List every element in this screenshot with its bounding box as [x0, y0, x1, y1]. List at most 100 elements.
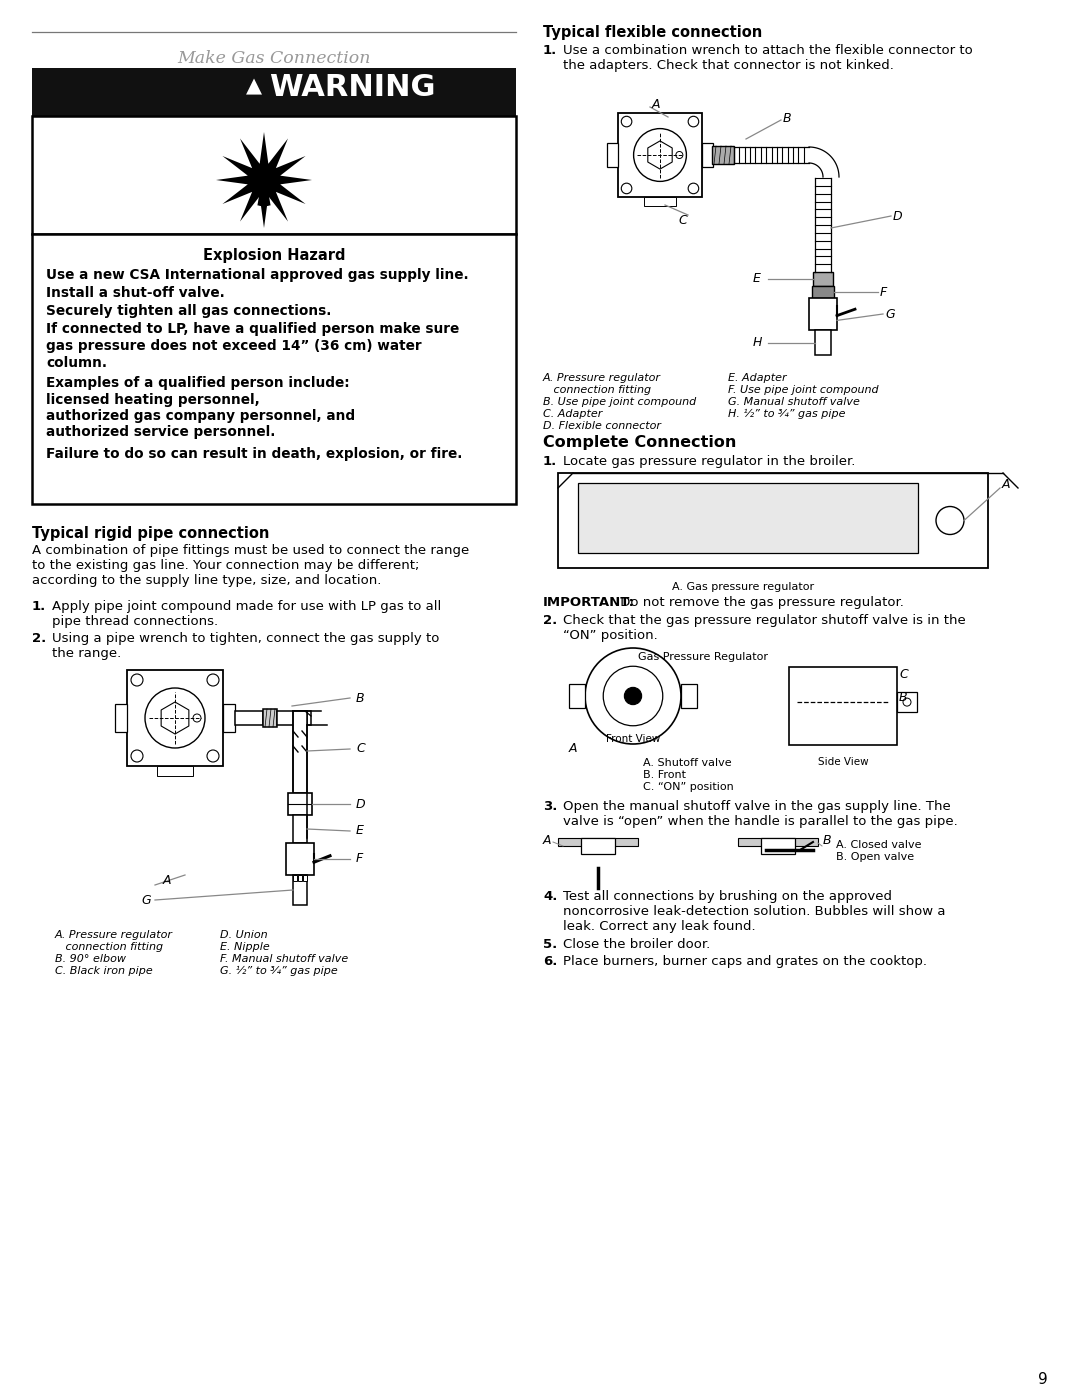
Bar — [32, 235, 516, 504]
Text: E: E — [356, 824, 364, 837]
Circle shape — [621, 183, 632, 194]
Bar — [32, 68, 516, 116]
Bar — [264, 710, 276, 726]
Text: B. 90° elbow: B. 90° elbow — [55, 954, 126, 964]
Circle shape — [193, 714, 201, 722]
Bar — [286, 842, 314, 875]
Text: 3.: 3. — [543, 800, 557, 813]
Text: Install a shut-off valve.: Install a shut-off valve. — [46, 286, 225, 300]
Bar — [157, 766, 193, 775]
Text: Typical flexible connection: Typical flexible connection — [543, 25, 762, 41]
Text: Locate gas pressure regulator in the broiler.: Locate gas pressure regulator in the bro… — [563, 455, 855, 468]
Text: H. ½” to ¾” gas pipe: H. ½” to ¾” gas pipe — [728, 409, 846, 419]
Bar — [293, 711, 307, 725]
Circle shape — [131, 750, 143, 761]
Text: F. Manual shutoff valve: F. Manual shutoff valve — [220, 954, 348, 964]
Text: F. Use pipe joint compound: F. Use pipe joint compound — [728, 386, 879, 395]
Circle shape — [903, 698, 912, 705]
Circle shape — [621, 116, 632, 127]
Text: C: C — [678, 214, 687, 226]
Text: F: F — [880, 285, 888, 299]
Text: A. Pressure regulator: A. Pressure regulator — [543, 373, 661, 383]
Text: C. Black iron pipe: C. Black iron pipe — [55, 965, 152, 977]
Bar — [712, 147, 734, 163]
Circle shape — [604, 666, 663, 726]
Text: Place burners, burner caps and grates on the cooktop.: Place burners, burner caps and grates on… — [563, 956, 927, 968]
Polygon shape — [216, 131, 312, 228]
Bar — [761, 838, 795, 854]
Text: A: A — [1002, 479, 1011, 492]
Text: 4.: 4. — [543, 890, 557, 902]
Bar — [293, 814, 307, 842]
Bar — [293, 875, 297, 882]
Circle shape — [624, 687, 642, 704]
Text: A combination of pipe fittings must be used to connect the range
to the existing: A combination of pipe fittings must be u… — [32, 543, 469, 587]
Bar — [738, 838, 818, 847]
Bar — [618, 113, 702, 197]
Bar — [307, 711, 311, 725]
Text: Side View: Side View — [818, 757, 868, 767]
Bar — [812, 286, 834, 298]
Text: gas pressure does not exceed 14” (36 cm) water: gas pressure does not exceed 14” (36 cm)… — [46, 339, 421, 353]
Text: B: B — [356, 692, 365, 704]
Text: Explosion Hazard: Explosion Hazard — [203, 249, 346, 263]
Text: A. Closed valve: A. Closed valve — [836, 840, 921, 849]
Text: C: C — [356, 742, 365, 756]
Text: Typical rigid pipe connection: Typical rigid pipe connection — [32, 527, 269, 541]
Text: WARNING: WARNING — [269, 73, 435, 102]
Circle shape — [936, 507, 964, 535]
Bar — [276, 711, 307, 725]
Text: Complete Connection: Complete Connection — [543, 434, 737, 450]
Text: E. Adapter: E. Adapter — [728, 373, 786, 383]
Circle shape — [585, 648, 681, 745]
Text: Failure to do so can result in death, explosion, or fire.: Failure to do so can result in death, ex… — [46, 447, 462, 461]
Text: G: G — [885, 307, 894, 320]
Circle shape — [676, 151, 683, 158]
Text: B. Open valve: B. Open valve — [836, 852, 914, 862]
Text: 1.: 1. — [543, 455, 557, 468]
Circle shape — [688, 116, 699, 127]
Bar — [815, 330, 831, 355]
Text: connection fitting: connection fitting — [55, 942, 163, 951]
Bar — [681, 685, 697, 708]
Bar — [569, 685, 585, 708]
Text: authorized service personnel.: authorized service personnel. — [46, 425, 275, 439]
Text: A: A — [543, 834, 552, 848]
Text: F: F — [356, 852, 363, 866]
Polygon shape — [161, 703, 189, 733]
Text: 6.: 6. — [543, 956, 557, 968]
Text: 2.: 2. — [32, 631, 46, 645]
Polygon shape — [648, 141, 672, 169]
Text: G: G — [141, 894, 150, 907]
Bar — [293, 711, 307, 793]
Text: 2.: 2. — [543, 615, 557, 627]
Text: C: C — [899, 668, 908, 682]
Text: C. “ON” position: C. “ON” position — [643, 782, 733, 792]
Text: column.: column. — [46, 356, 107, 370]
Text: Check that the gas pressure regulator shutoff valve is in the
“ON” position.: Check that the gas pressure regulator sh… — [563, 615, 966, 643]
Text: H: H — [753, 337, 762, 349]
Text: authorized gas company personnel, and: authorized gas company personnel, and — [46, 409, 355, 423]
Text: A. Gas pressure regulator: A. Gas pressure regulator — [672, 583, 814, 592]
Circle shape — [131, 673, 143, 686]
Text: D: D — [893, 210, 903, 222]
Bar — [813, 272, 833, 286]
Text: If connected to LP, have a qualified person make sure: If connected to LP, have a qualified per… — [46, 321, 459, 337]
Text: A: A — [652, 99, 661, 112]
Text: D. Flexible connector: D. Flexible connector — [543, 420, 661, 432]
Text: Close the broiler door.: Close the broiler door. — [563, 937, 711, 951]
Text: ▲: ▲ — [246, 75, 262, 96]
Circle shape — [207, 750, 219, 761]
Text: connection fitting: connection fitting — [543, 386, 651, 395]
Text: Using a pipe wrench to tighten, connect the gas supply to
the range.: Using a pipe wrench to tighten, connect … — [52, 631, 440, 659]
Bar — [809, 298, 837, 330]
Text: Use a combination wrench to attach the flexible connector to
the adapters. Check: Use a combination wrench to attach the f… — [563, 43, 973, 73]
Text: E: E — [753, 272, 761, 285]
Circle shape — [688, 183, 699, 194]
Text: D: D — [356, 798, 366, 810]
Text: B: B — [783, 113, 792, 126]
Bar — [288, 793, 312, 814]
Text: B. Front: B. Front — [643, 770, 686, 780]
Bar — [789, 666, 897, 745]
Text: licensed heating personnel,: licensed heating personnel, — [46, 393, 260, 407]
